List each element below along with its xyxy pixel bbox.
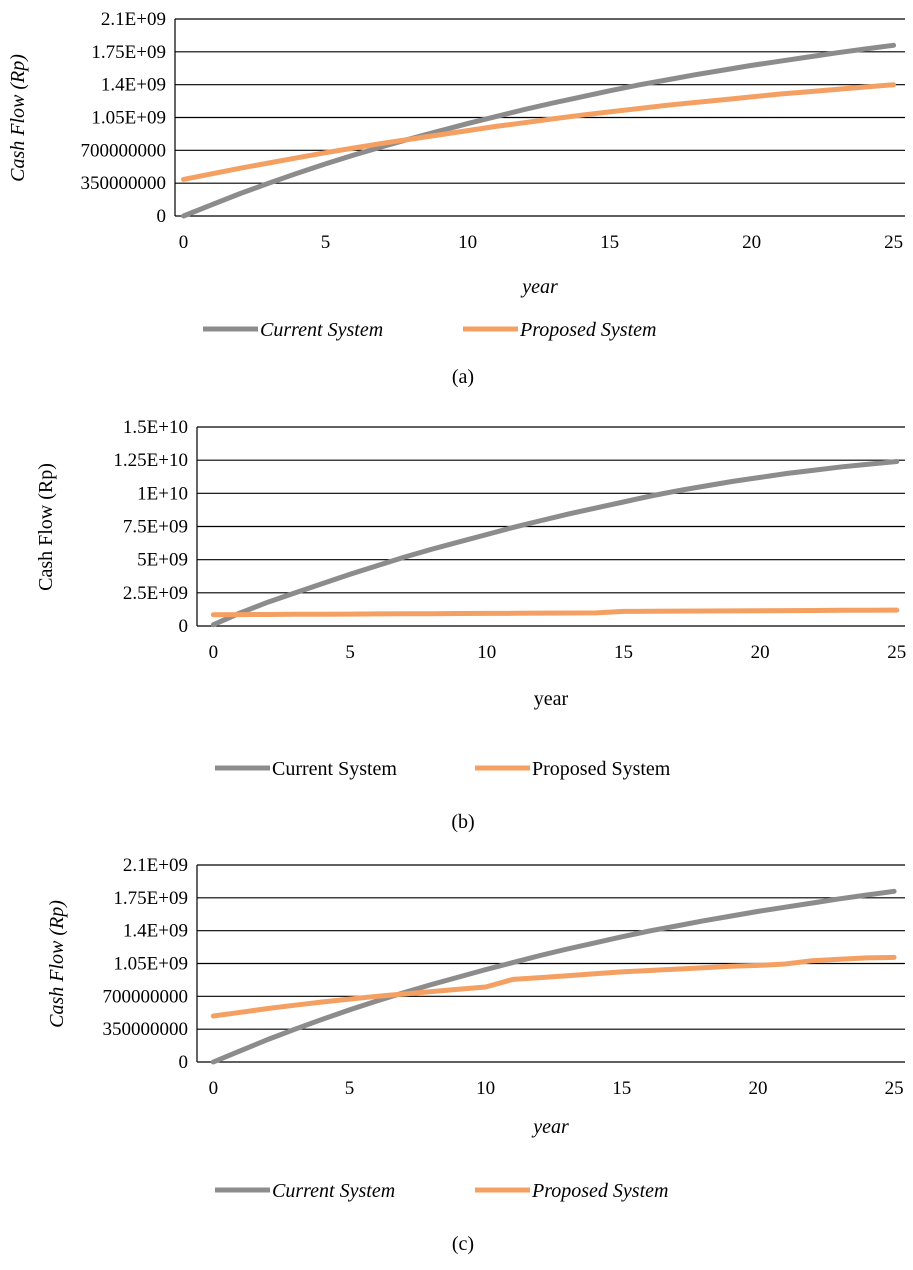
- y-tick-label: 1.05E+09: [113, 954, 188, 975]
- y-tick-label: 350000000: [103, 1019, 189, 1040]
- x-tick-label: 10: [476, 1078, 495, 1099]
- series-line-proposed-system: [181, 82, 897, 182]
- y-tick-label: 1.4E+09: [101, 75, 166, 96]
- y-tick-label: 2.1E+09: [101, 9, 166, 30]
- y-tick-label: 1.75E+09: [91, 42, 166, 63]
- y-tick-label: 7.5E+09: [123, 517, 188, 538]
- y-tick-label: 0: [179, 616, 189, 637]
- y-axis-label: Cash Flow (Rp): [7, 54, 29, 182]
- x-tick-label: 25: [885, 1078, 904, 1099]
- y-tick-label: 700000000: [103, 986, 189, 1007]
- series-line-current-system: [210, 459, 900, 628]
- x-tick-label: 10: [458, 232, 477, 253]
- chart-panel-c: 0 350000000 700000000 1.05E+09 1.4E+09 1.75E+…: [46, 855, 905, 1255]
- x-tick-label: 5: [321, 232, 331, 253]
- legend-label: Current System: [272, 758, 397, 780]
- panel-caption: (c): [452, 1233, 474, 1255]
- chart-panel-a: 0 350000000 700000000 1.05E+09 1.4E+09 1.75E+…: [7, 9, 905, 388]
- y-tick-label: 1.4E+09: [123, 921, 188, 942]
- x-tick-label: 0: [179, 232, 189, 253]
- legend-label: Current System: [260, 319, 383, 341]
- x-tick-label: 0: [209, 1078, 219, 1099]
- legend-label: Proposed System: [519, 319, 656, 341]
- y-tick-label: 0: [179, 1052, 189, 1073]
- y-tick-label: 5E+09: [137, 550, 188, 571]
- panel-caption: (b): [451, 811, 474, 833]
- series-line-current-system: [181, 42, 897, 219]
- x-tick-label: 5: [345, 642, 355, 663]
- x-tick-label: 20: [742, 232, 761, 253]
- y-tick-label: 350000000: [81, 173, 167, 194]
- legend-label: Current System: [272, 1180, 395, 1202]
- legend-label: Proposed System: [531, 1180, 668, 1202]
- y-tick-label: 1.75E+09: [113, 888, 188, 909]
- series-line-proposed-system: [210, 607, 900, 618]
- y-axis-label: Cash Flow (Rp): [46, 900, 68, 1028]
- legend-label: Proposed System: [532, 758, 671, 780]
- x-axis-label: year: [531, 1116, 569, 1138]
- x-axis-label: year: [534, 688, 569, 710]
- x-tick-label: 15: [600, 232, 619, 253]
- panel-caption: (a): [452, 366, 474, 388]
- x-tick-label: 20: [751, 642, 770, 663]
- y-tick-label: 1.05E+09: [91, 108, 166, 129]
- x-tick-label: 15: [612, 1078, 631, 1099]
- x-tick-label: 25: [884, 232, 903, 253]
- x-tick-label: 0: [209, 642, 219, 663]
- y-axis-label: Cash Flow (Rp): [35, 463, 57, 591]
- y-tick-label: 2.1E+09: [123, 855, 188, 876]
- y-tick-label: 2.5E+09: [123, 583, 188, 604]
- series-line-current-system: [210, 888, 897, 1065]
- x-axis-label: year: [520, 276, 558, 298]
- y-tick-label: 0: [157, 206, 167, 227]
- series-line-proposed-system: [210, 954, 897, 1019]
- chart-panel-b: 0 2.5E+09 5E+09 7.5E+09 1E+10 1.25E+10 1.5E+10…: [35, 417, 906, 833]
- y-tick-label: 1E+10: [137, 483, 188, 504]
- x-tick-label: 10: [477, 642, 496, 663]
- y-tick-label: 1.25E+10: [113, 450, 188, 471]
- x-tick-label: 5: [345, 1078, 355, 1099]
- x-tick-label: 20: [748, 1078, 767, 1099]
- y-tick-label: 1.5E+10: [123, 417, 188, 438]
- x-tick-label: 15: [614, 642, 633, 663]
- y-tick-label: 700000000: [81, 140, 167, 161]
- x-tick-label: 25: [887, 642, 906, 663]
